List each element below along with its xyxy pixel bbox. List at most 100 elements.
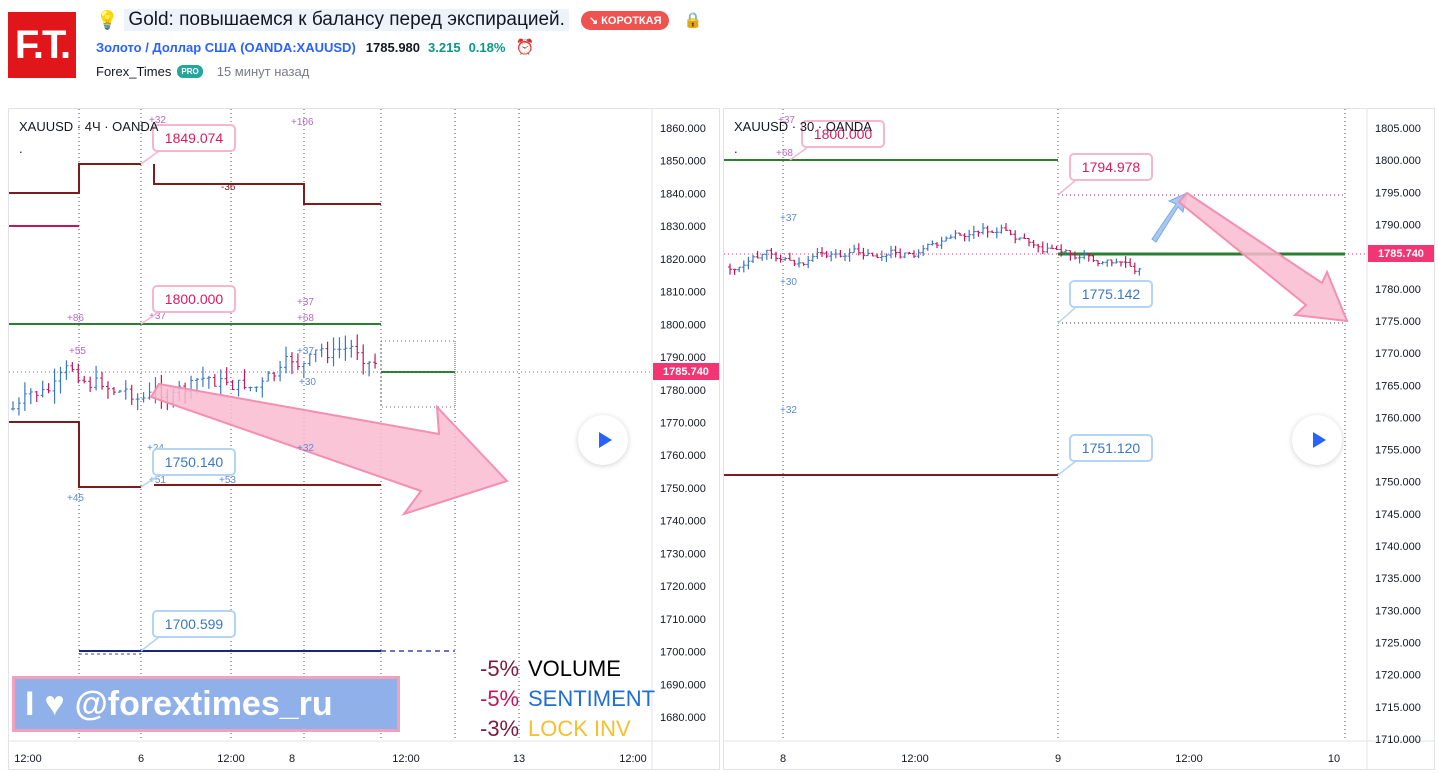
callout-box	[152, 610, 236, 638]
play-icon	[1312, 432, 1326, 448]
callout-pointer	[140, 474, 160, 488]
idea-title: Gold: повышаемся к балансу перед экспира…	[124, 9, 569, 31]
level-annotation: +30	[780, 277, 797, 288]
callout-pointer	[1057, 460, 1077, 476]
time-tick: 12:00	[217, 753, 245, 765]
time-tick: 12:00	[1175, 753, 1203, 765]
play-button-4h[interactable]	[578, 415, 628, 465]
price-tick: 1765.000	[1375, 380, 1421, 392]
price-tick: 1740.000	[1375, 541, 1421, 553]
symbol-change: 3.215	[428, 39, 461, 55]
time-tick: 8	[780, 753, 786, 765]
chart-panel-30m[interactable]: 1805.0001800.0001795.0001790.0001785.000…	[723, 108, 1435, 770]
level-annotation: +32	[297, 443, 314, 454]
time-axis-4h[interactable]: 12:00 6 12:00 8 12:00 13 12:00	[14, 753, 647, 765]
watermark-prefix: I	[25, 684, 35, 723]
callout-value: 1794.978	[1082, 159, 1141, 175]
time-tick: 9	[1055, 753, 1061, 765]
stat-lock-inv: -3% LOCK INV	[480, 714, 655, 744]
level-annotation: +68	[776, 148, 793, 159]
stat-lock-inv-label: LOCK INV	[528, 716, 631, 741]
current-price-tag-30m	[1368, 245, 1434, 262]
price-tick: 1850.000	[660, 156, 706, 168]
price-tick: 1750.000	[660, 483, 706, 495]
annotations-30m: +37 +68 +37 +30 +32	[776, 115, 797, 416]
level-annotation: +45	[67, 493, 84, 504]
price-axis-4h[interactable]: 1860.000 1850.000 1840.000 1830.000 1820.000…	[660, 123, 706, 724]
forex-times-logo[interactable]: F.T.	[8, 12, 76, 78]
price-tick: 1860.000	[660, 123, 706, 135]
time-tick: 6	[138, 753, 144, 765]
symbol-change-percent: 0.18%	[468, 39, 506, 55]
price-tick: 1735.000	[1375, 573, 1421, 585]
price-tick: 1725.000	[1375, 638, 1421, 650]
symbol-link[interactable]: Золото / Доллар США (OANDA:XAUUSD)	[96, 39, 356, 55]
callout-value: 1775.142	[1082, 286, 1141, 302]
callout-box	[801, 120, 885, 148]
callout-labels-4h: 1849.074 1800.000 1750.140 1700.599	[140, 124, 236, 652]
price-tick: 1715.000	[1375, 702, 1421, 714]
callout-pointer	[789, 146, 809, 161]
price-tick: 1820.000	[660, 254, 706, 266]
upper-level-line-2	[153, 164, 381, 205]
price-tick: 1805.000	[1375, 123, 1421, 135]
alarm-clock-icon[interactable]: ⏰	[515, 39, 535, 56]
callout-value: 1700.599	[165, 616, 224, 632]
time-tick: 12:00	[619, 753, 647, 765]
candles-30m	[728, 223, 1142, 276]
stat-volume: -5% VOLUME	[480, 654, 655, 684]
chart-panel-4h[interactable]: 1860.000 1850.000 1840.000 1830.000 1820.000…	[8, 108, 720, 770]
chart-30m-svg[interactable]: 1805.0001800.0001795.0001790.0001785.000…	[724, 109, 1435, 770]
chart-4h-svg[interactable]: 1860.000 1850.000 1840.000 1830.000 1820.000…	[9, 109, 720, 770]
price-tick: 1755.000	[1375, 445, 1421, 457]
price-tick: 1740.000	[660, 516, 706, 528]
levels-30m	[724, 159, 1367, 476]
callout-box	[152, 448, 236, 476]
lock-icon: 🔒	[683, 12, 703, 29]
forextimes-watermark: I ♥ @forextimes_ru	[12, 676, 400, 732]
published-time: 15 минут назад	[216, 63, 310, 79]
price-tick: 1830.000	[660, 221, 706, 233]
callout-value: 1800.000	[165, 291, 224, 307]
price-tick: 1770.000	[660, 418, 706, 430]
pro-badge: PRO	[177, 64, 203, 78]
author-name[interactable]: Forex_Times	[96, 63, 172, 79]
price-tick: 1750.000	[1375, 477, 1421, 489]
time-tick: 12:00	[14, 753, 42, 765]
chart-4h-dot: .	[19, 141, 23, 156]
price-tick: 1690.000	[660, 679, 706, 691]
play-button-30m[interactable]	[1292, 415, 1342, 465]
callout-pointer	[140, 150, 160, 165]
current-price-text-30m: 1785.740	[1378, 248, 1424, 260]
level-annotation: +68	[297, 313, 314, 324]
idea-header: 💡 Gold: повышаемся к балансу перед экспи…	[96, 8, 702, 82]
chart-4h-title: XAUUSD · 4Ч · OANDA	[19, 119, 159, 134]
callout-value: 1849.074	[165, 130, 224, 146]
stat-volume-pct: -5%	[480, 656, 520, 681]
price-tick: 1795.000	[1375, 187, 1421, 199]
callout-box	[1069, 280, 1153, 308]
callout-box	[152, 124, 236, 152]
price-axis-30m[interactable]: 1805.0001800.0001795.0001790.0001785.000…	[1375, 123, 1421, 746]
price-tick: 1790.000	[660, 352, 706, 364]
session-lines-30	[782, 109, 1346, 741]
projection-box	[380, 340, 456, 408]
price-tick: 1730.000	[1375, 605, 1421, 617]
price-tick: 1680.000	[660, 712, 706, 724]
price-tick: 1700.000	[660, 647, 706, 659]
time-axis-30m[interactable]: 8 12:00 9 12:00 10	[780, 753, 1340, 765]
callout-value: 1750.140	[165, 454, 224, 470]
callout-value: 1751.120	[1082, 440, 1141, 456]
price-tick: 1710.000	[1375, 734, 1421, 746]
price-tick: 1760.000	[660, 450, 706, 462]
stat-sentiment: -5% SENTIMENT	[480, 684, 655, 714]
price-tick: 1720.000	[660, 581, 706, 593]
stat-lock-inv-pct: -3%	[480, 716, 520, 741]
chart-30m-title: XAUUSD · 30 · OANDA	[734, 119, 872, 134]
upper-level-line	[9, 163, 141, 194]
levels-4h	[9, 163, 652, 655]
level-annotation: +37	[297, 297, 314, 308]
level-annotation: +32	[780, 405, 797, 416]
callout-value: 1800.000	[814, 126, 873, 142]
level-annotation: +106	[291, 117, 314, 128]
